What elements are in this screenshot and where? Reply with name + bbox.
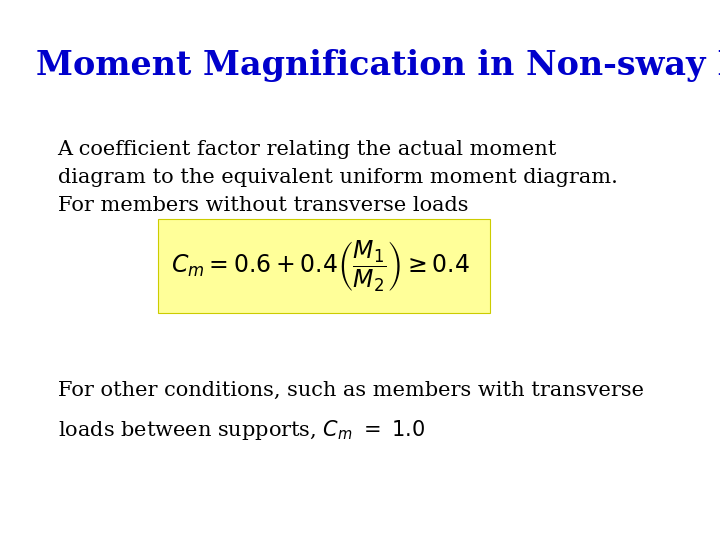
- Text: loads between supports, $C_m$ $=$ $1.0$: loads between supports, $C_m$ $=$ $1.0$: [58, 418, 425, 442]
- Text: A coefficient factor relating the actual moment
diagram to the equivalent unifor: A coefficient factor relating the actual…: [58, 140, 618, 215]
- FancyBboxPatch shape: [158, 219, 490, 313]
- Text: $C_m = 0.6 + 0.4\left(\dfrac{M_1}{M_2}\right) \geq 0.4$: $C_m = 0.6 + 0.4\left(\dfrac{M_1}{M_2}\r…: [171, 238, 469, 294]
- Text: Moment Magnification in Non-sway Frames: Moment Magnification in Non-sway Frames: [36, 49, 720, 82]
- Text: For other conditions, such as members with transverse: For other conditions, such as members wi…: [58, 381, 644, 400]
